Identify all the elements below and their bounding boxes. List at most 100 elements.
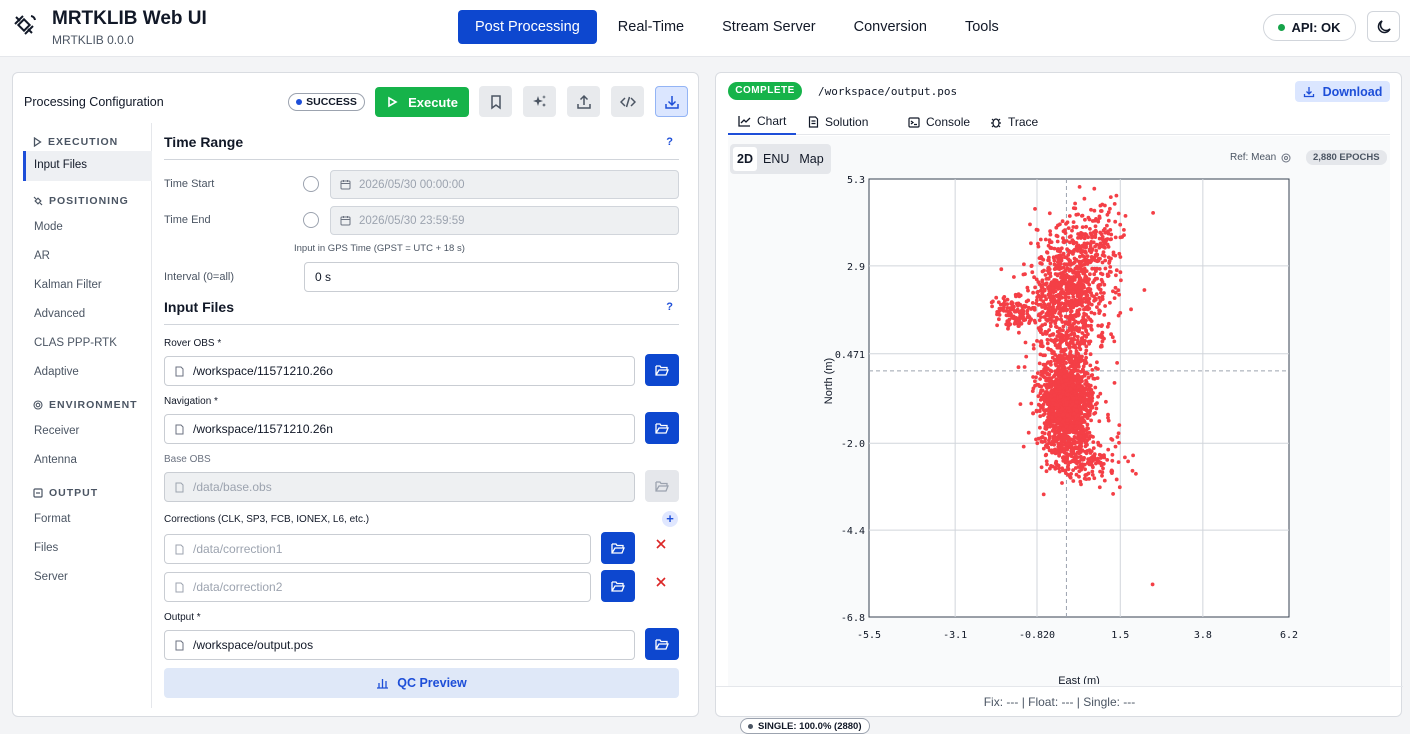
folder-open-icon [611,543,625,554]
time-end-field[interactable]: 2026/05/30 23:59:59 [330,206,679,235]
upload-button[interactable] [567,86,600,117]
data-point [1084,251,1088,255]
tab-console[interactable]: Console [898,109,980,135]
data-point [1075,389,1079,393]
data-point [1045,393,1050,398]
data-point [1067,373,1071,378]
data-point [1044,452,1049,457]
tab-solution[interactable]: Solution [798,109,878,135]
data-point [1049,448,1054,453]
data-point [1083,467,1087,472]
code-button[interactable] [611,86,644,117]
x-tick-label: -3.1 [943,630,967,641]
interval-input[interactable]: 0 s [304,262,679,292]
ai-button[interactable] [523,86,556,117]
navigation-browse-button[interactable] [645,412,679,444]
remove-correction2-button[interactable] [656,577,666,587]
download-result-button[interactable]: Download [1295,81,1390,102]
correction1-input[interactable]: /data/correction1 [164,534,591,564]
sidebar-item-antenna[interactable]: Antenna [34,454,77,466]
theme-toggle-button[interactable] [1367,11,1400,42]
qc-preview-button[interactable]: QC Preview [164,668,679,698]
data-point [1064,424,1069,429]
data-point [1075,249,1080,253]
navigation-input[interactable]: /workspace/11571210.26n [164,414,635,444]
nav-stream-server[interactable]: Stream Server [722,19,816,35]
sidebar-item-receiver[interactable]: Receiver [34,425,80,437]
data-point [1047,347,1051,352]
navigation-label: Navigation * [164,396,218,407]
data-point [1051,401,1055,405]
time-end-toggle[interactable] [303,212,319,228]
sidebar-item-format[interactable]: Format [34,513,71,525]
data-point [1099,463,1104,468]
correction2-browse-button[interactable] [601,570,635,602]
data-point [1049,394,1054,398]
base-obs-browse-button[interactable] [645,470,679,502]
output-input[interactable]: /workspace/output.pos [164,630,635,660]
data-point [1038,325,1043,329]
rover-obs-browse-button[interactable] [645,354,679,386]
help-icon[interactable]: ? [666,301,673,313]
data-point [1071,317,1076,322]
execute-label: Execute [408,94,458,110]
output-browse-button[interactable] [645,628,679,660]
data-point [1041,362,1046,367]
sidebar-item-kalman-filter[interactable]: Kalman Filter [34,279,102,291]
sidebar-item-input-files[interactable]: Input Files [23,151,152,181]
data-point [1036,382,1041,387]
data-point [1097,308,1101,313]
data-point [1054,413,1058,418]
nav-tools[interactable]: Tools [964,19,999,35]
data-point [1063,294,1068,298]
rover-obs-input[interactable]: /workspace/11571210.26o [164,356,635,386]
execute-button[interactable]: Execute [375,87,469,117]
sidebar-item-mode[interactable]: Mode [34,221,63,233]
x-tick-label: -5.5 [857,630,881,641]
help-icon[interactable]: ? [666,136,673,148]
download-icon [1303,86,1314,97]
sidebar-section-positioning: POSITIONING [33,195,129,207]
data-point [1091,240,1096,245]
line-chart-icon [738,116,751,127]
data-point [1077,345,1082,350]
data-point [1085,262,1090,266]
code-icon [619,96,636,107]
data-point [1106,321,1111,326]
sidebar-item-clas-ppp-rtk[interactable]: CLAS PPP-RTK [34,337,117,349]
remove-correction1-button[interactable] [656,539,666,549]
sidebar-item-ar[interactable]: AR [34,250,50,262]
time-start-toggle[interactable] [303,176,319,192]
correction1-browse-button[interactable] [601,532,635,564]
nav-real-time[interactable]: Real-Time [617,19,685,35]
correction2-input[interactable]: /data/correction2 [164,572,591,602]
bookmark-button[interactable] [479,86,512,117]
data-point [1102,478,1107,483]
base-obs-input[interactable]: /data/base.obs [164,472,635,502]
data-point [1081,457,1086,462]
nav-post-processing[interactable]: Post Processing [458,10,597,44]
file-icon [175,582,184,592]
view-map-button[interactable]: Map [799,152,824,166]
data-point [1074,300,1079,305]
time-start-field[interactable]: 2026/05/30 00:00:00 [330,170,679,199]
data-point [1077,392,1082,397]
add-correction-button[interactable]: + [662,511,678,527]
nav-conversion[interactable]: Conversion [853,19,927,35]
data-point [1070,228,1074,233]
sidebar-item-adaptive[interactable]: Adaptive [34,366,79,378]
view-2d-button[interactable]: 2D [733,147,757,171]
scatter-plot[interactable]: -5.5 -3.1 -0.820 1.5 3.8 6.2 5.3 2.9 0.471 -2.0 -4… [728,169,1390,684]
tab-chart[interactable]: Chart [728,109,797,135]
data-point [1001,305,1006,310]
reference-selector[interactable]: Ref: Mean [1230,152,1291,163]
target-icon [1281,153,1291,162]
tab-trace[interactable]: Trace [980,109,1048,135]
sidebar-item-files[interactable]: Files [34,542,59,554]
data-point [1034,408,1039,413]
download-button[interactable] [655,86,688,117]
sidebar-item-advanced[interactable]: Advanced [34,308,86,320]
sidebar-item-server[interactable]: Server [34,571,68,583]
data-point [1071,321,1076,326]
view-enu-button[interactable]: ENU [762,152,790,166]
